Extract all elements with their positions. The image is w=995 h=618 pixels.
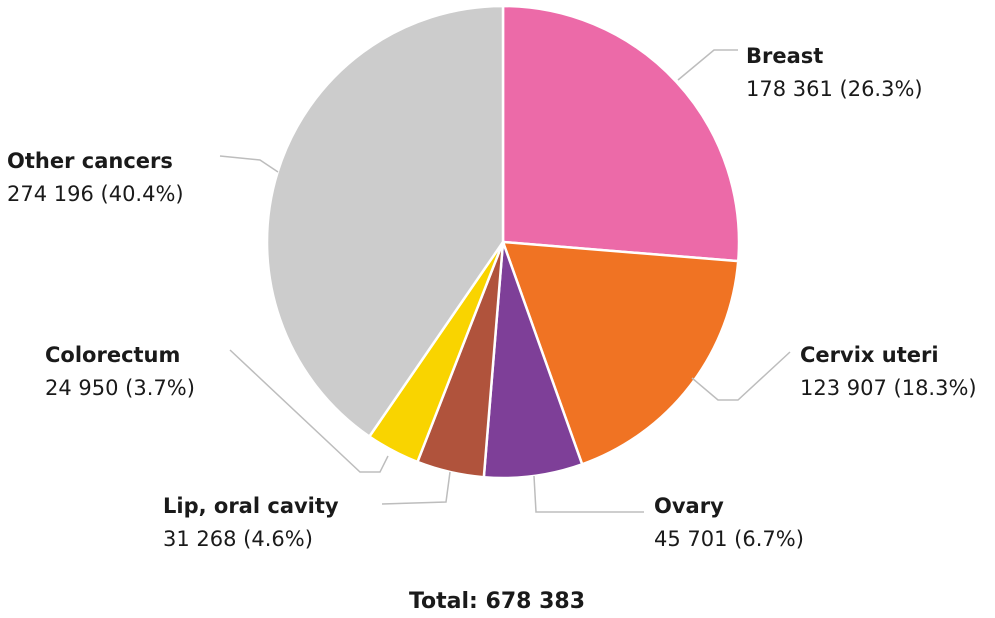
label-ovary-value: 45 701 (6.7%) xyxy=(654,527,804,551)
leader-line-colorectum xyxy=(229,349,389,473)
leader-line-breast xyxy=(677,49,738,81)
label-cervix-uteri-name: Cervix uteri xyxy=(800,343,939,367)
label-lip-oral-cavity-value: 31 268 (4.6%) xyxy=(163,527,313,551)
leader-line-ovary xyxy=(533,475,644,513)
label-cervix-uteri-value: 123 907 (18.3%) xyxy=(800,376,977,400)
leader-line-lip-oral-cavity xyxy=(381,471,451,505)
pie-slice-cervix-uteri xyxy=(501,240,740,466)
leader-line-cervix-uteri xyxy=(691,351,791,401)
total-label: Total: 678 383 xyxy=(409,589,585,614)
leader-lines xyxy=(219,49,791,513)
label-lip-oral-cavity-name: Lip, oral cavity xyxy=(163,494,339,518)
label-breast-name: Breast xyxy=(746,44,823,68)
label-other-cancers-name: Other cancers xyxy=(7,149,173,173)
pie-slices xyxy=(265,4,741,480)
leader-line-other-cancers xyxy=(219,155,279,173)
label-breast-value: 178 361 (26.3%) xyxy=(746,77,923,101)
pie-slice-breast xyxy=(501,4,741,263)
label-colorectum-name: Colorectum xyxy=(45,343,180,367)
label-colorectum-value: 24 950 (3.7%) xyxy=(45,376,195,400)
label-other-cancers-value: 274 196 (40.4%) xyxy=(7,182,184,206)
label-ovary-name: Ovary xyxy=(654,494,724,518)
